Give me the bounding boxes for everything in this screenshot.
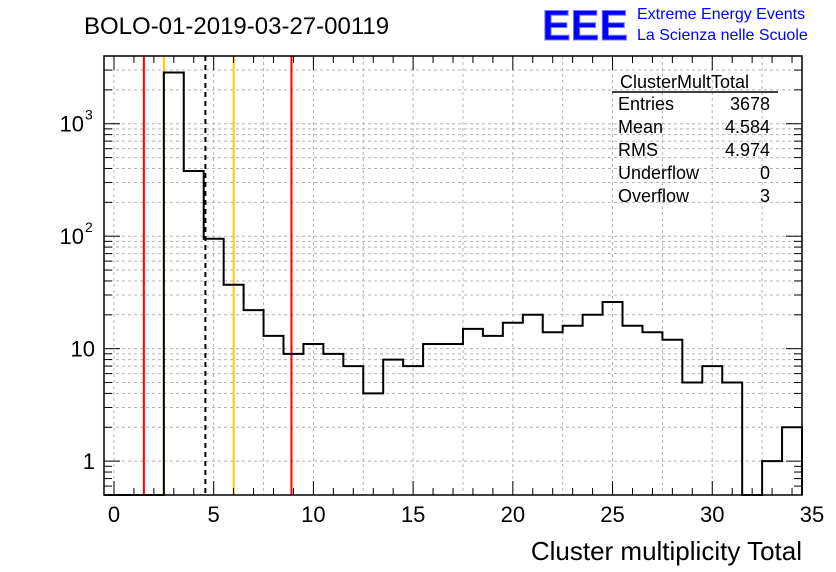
y-tick-exponent: 3 (85, 107, 93, 123)
x-tick-label: 25 (600, 502, 624, 527)
histogram-bin (164, 73, 184, 495)
y-tick-label: 10 (60, 224, 84, 249)
eee-logo: EEE Extreme Energy Events La Scienza nel… (542, 2, 808, 51)
marker-lines (142, 56, 293, 495)
histogram-bin (184, 171, 204, 495)
histogram-bin (244, 310, 264, 495)
eee-logo-letters: EEE (542, 2, 628, 50)
stats-value-mean: 4.584 (725, 117, 770, 137)
histogram-bin (283, 354, 303, 495)
x-tick-label: 35 (800, 502, 824, 527)
y-tick-exponent: 2 (85, 219, 93, 235)
stats-label-mean: Mean (618, 117, 663, 137)
y-tick-label: 10 (71, 337, 95, 362)
histogram-bin (363, 393, 383, 495)
x-axis-label: Cluster multiplicity Total (531, 536, 802, 566)
stats-box: ClusterMultTotal Entries 3678 Mean 4.584… (612, 72, 778, 206)
x-tick-label: 15 (401, 502, 425, 527)
y-tick-label: 10 (60, 112, 84, 137)
eee-logo-line2: La Scienza nelle Scuole (637, 27, 808, 44)
grid (104, 55, 802, 495)
x-tick-label: 0 (108, 502, 120, 527)
histogram-bins (164, 73, 802, 495)
histogram-bin (523, 315, 543, 495)
histogram-bin (423, 344, 443, 495)
eee-logo-line1: Extreme Energy Events (637, 6, 805, 23)
histogram-bin (682, 383, 702, 495)
histogram-bin (204, 239, 224, 495)
stats-value-rms: 4.974 (725, 140, 770, 160)
histogram-bin (483, 336, 503, 495)
histogram-bin (722, 383, 742, 495)
stats-label-entries: Entries (618, 94, 674, 114)
stats-label-rms: RMS (618, 140, 658, 160)
chart-title: BOLO-01-2019-03-27-00119 (84, 13, 389, 40)
x-tick-label: 20 (501, 502, 525, 527)
histogram-outline (104, 71, 803, 496)
y-tick-label: 1 (83, 449, 95, 474)
x-tick-label: 5 (208, 502, 220, 527)
plot-frame (103, 55, 803, 496)
stats-label-overflow: Overflow (618, 186, 690, 206)
stats-label-underflow: Underflow (618, 163, 700, 183)
histogram-bin (583, 315, 603, 495)
stats-value-overflow: 3 (760, 186, 770, 206)
stats-value-underflow: 0 (760, 163, 770, 183)
histogram-bin (543, 332, 563, 495)
x-tick-label: 30 (700, 502, 724, 527)
histogram-bin (623, 326, 643, 495)
histogram-bin (563, 326, 583, 495)
histogram-bin (323, 354, 343, 495)
stats-value-entries: 3678 (730, 94, 770, 114)
histogram-bin (343, 366, 363, 495)
histogram-bin (662, 340, 682, 495)
x-tick-label: 10 (301, 502, 325, 527)
stats-name: ClusterMultTotal (620, 72, 749, 92)
histogram-bin (443, 344, 463, 495)
histogram-bin (642, 332, 662, 495)
